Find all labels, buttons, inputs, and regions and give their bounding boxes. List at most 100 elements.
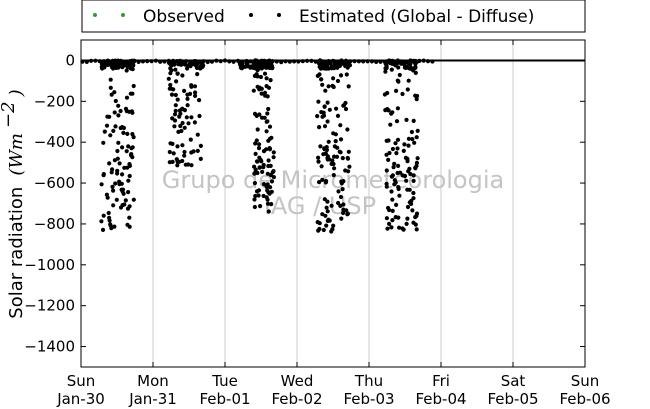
data-point-estimated (346, 149, 351, 154)
data-point-estimated (410, 208, 415, 213)
data-point-estimated (112, 158, 117, 163)
data-point-estimated (131, 83, 136, 89)
data-point-estimated (411, 118, 416, 123)
y-tick-label: −200 (34, 92, 75, 110)
data-point-estimated (386, 157, 391, 162)
data-point-estimated (324, 147, 329, 153)
data-point-estimated (104, 123, 110, 128)
data-point-estimated (397, 193, 402, 198)
data-point-estimated (338, 194, 344, 200)
data-point-estimated (332, 166, 337, 171)
data-point-estimated (174, 157, 179, 162)
data-point-estimated (262, 90, 268, 95)
data-point-estimated (252, 171, 257, 176)
data-point-estimated (266, 190, 271, 195)
data-point-estimated (405, 87, 410, 92)
data-point-estimated (189, 115, 194, 120)
data-point-estimated (127, 204, 132, 209)
data-point-estimated (390, 218, 395, 223)
x-tick-label-day: Sun (571, 372, 600, 390)
data-point-estimated (324, 223, 329, 228)
data-point-estimated (256, 146, 262, 151)
data-point-estimated (179, 128, 184, 134)
plot-frame (80, 39, 586, 368)
data-point-estimated (317, 180, 322, 185)
watermark-line-2: IAG / USP (264, 192, 376, 220)
data-point-estimated (242, 64, 247, 69)
data-point-estimated (253, 151, 258, 156)
data-point-estimated (185, 66, 190, 71)
data-point-estimated (265, 111, 270, 116)
data-point-estimated (266, 85, 272, 90)
data-point-estimated (269, 179, 275, 184)
data-point-estimated (118, 108, 123, 114)
data-point-estimated (112, 90, 117, 95)
data-point-estimated (390, 146, 395, 152)
data-point-estimated (341, 202, 346, 207)
data-point-estimated (175, 163, 180, 168)
data-point-estimated (271, 155, 276, 160)
data-point-estimated (110, 184, 115, 189)
data-point-estimated (130, 67, 135, 72)
data-point-estimated (401, 227, 406, 232)
data-point-estimated (316, 159, 321, 164)
data-point-estimated (131, 197, 136, 202)
legend: Observed Estimated (Global - Diffuse) (81, 0, 586, 33)
data-point-estimated (99, 182, 104, 187)
data-point-estimated (126, 144, 131, 149)
data-point-estimated (317, 64, 322, 69)
x-tick-label-day: Wed (281, 372, 314, 390)
data-point-estimated (185, 96, 190, 101)
data-point-estimated (173, 108, 178, 113)
data-point-estimated (384, 181, 389, 186)
data-point-estimated (329, 229, 334, 234)
data-point-estimated (385, 226, 390, 231)
data-point-estimated (394, 202, 399, 207)
x-tick-label-day: Fri (432, 372, 450, 390)
watermark-line-1: Grupo de Micrometeorologia (162, 166, 504, 194)
data-point-estimated (259, 115, 265, 120)
data-point-estimated (394, 151, 399, 156)
x-tick-label-date: Jan-30 (56, 390, 105, 408)
data-point-estimated (168, 82, 173, 88)
y-axis-label-unit-exponent: −2 (0, 101, 19, 128)
data-point-estimated (387, 221, 392, 226)
data-point-estimated (127, 224, 132, 229)
data-point-estimated (321, 227, 326, 233)
data-point-estimated (403, 65, 408, 70)
data-point-estimated (396, 215, 401, 220)
data-point-estimated (325, 157, 330, 162)
data-point-estimated (113, 181, 118, 186)
data-point-estimated (172, 112, 178, 117)
data-point-estimated (168, 71, 173, 76)
data-point-estimated (413, 215, 418, 220)
data-point-estimated (105, 114, 110, 119)
data-point-estimated (195, 148, 200, 153)
data-point-estimated (335, 78, 341, 84)
data-point-estimated (316, 228, 321, 233)
data-point-estimated (333, 132, 338, 137)
data-point-estimated (178, 123, 183, 129)
data-point-estimated (185, 103, 190, 108)
data-point-estimated (325, 199, 330, 204)
data-point-estimated (395, 78, 400, 83)
data-point-estimated (172, 118, 178, 123)
data-point-estimated (175, 71, 180, 76)
data-point-estimated (405, 156, 410, 161)
data-point-estimated (324, 205, 329, 210)
data-point-estimated (182, 125, 187, 130)
x-tick-label-date: Feb-03 (343, 390, 394, 408)
data-point-estimated (115, 148, 120, 154)
legend-label-observed: Observed (143, 7, 225, 27)
x-tick-label-day: Sat (501, 372, 526, 390)
data-point-estimated (116, 140, 121, 145)
data-point-estimated (251, 88, 256, 93)
data-point-estimated (126, 190, 131, 195)
data-point-estimated (115, 171, 120, 176)
legend-frame (81, 0, 586, 33)
data-point-estimated (405, 187, 410, 192)
data-point-estimated (265, 119, 270, 124)
data-point-estimated (326, 84, 331, 89)
data-point-estimated (270, 66, 275, 71)
